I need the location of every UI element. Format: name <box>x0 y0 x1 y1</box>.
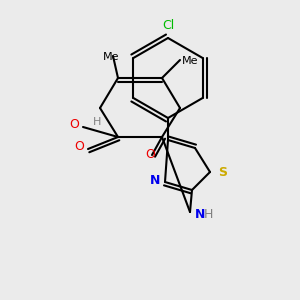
Text: O: O <box>74 140 84 153</box>
Text: Me: Me <box>103 52 119 62</box>
Text: O: O <box>69 118 79 131</box>
Text: N: N <box>150 173 160 187</box>
Text: H: H <box>93 117 101 127</box>
Text: S: S <box>218 166 227 178</box>
Text: O: O <box>145 148 155 161</box>
Text: Cl: Cl <box>162 19 174 32</box>
Text: N: N <box>195 208 206 221</box>
Text: H: H <box>204 208 213 221</box>
Text: Me: Me <box>182 56 199 66</box>
